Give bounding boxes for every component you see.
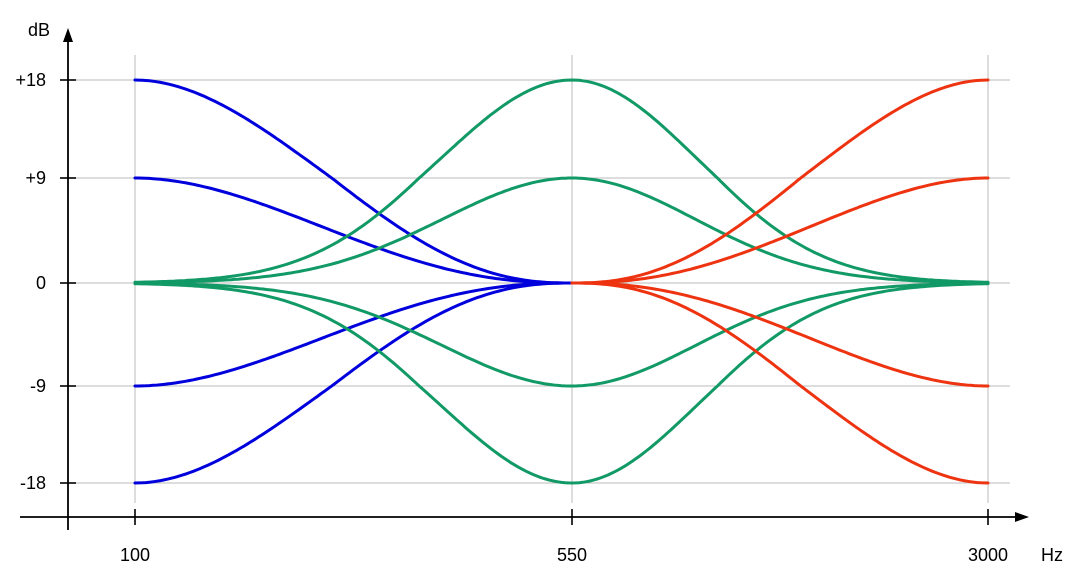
- mid-peak-curve: [133, 78, 990, 284]
- low-shelf-curve: [133, 176, 574, 285]
- x-tick-label: 550: [557, 545, 587, 565]
- x-axis-arrow: [1015, 512, 1029, 522]
- high-shelf-curve: [570, 176, 990, 285]
- y-axis-arrow: [63, 28, 73, 42]
- x-tick-label: 100: [120, 545, 150, 565]
- y-axis-unit-label: dB: [28, 20, 50, 40]
- x-axis-unit-label: Hz: [1041, 545, 1063, 565]
- y-tick-label: +9: [25, 168, 46, 188]
- y-tick-label: -18: [20, 473, 46, 493]
- mid-peak-curve: [133, 176, 990, 285]
- low-shelf-curve: [133, 78, 574, 285]
- high-shelf-curve: [570, 78, 990, 285]
- y-tick-label: +18: [15, 70, 46, 90]
- mid-peak-curve: [133, 282, 990, 485]
- axis-labels: dB Hz +18 +9 0 -9 -18 100 550 3000: [15, 20, 1063, 565]
- high-shelf-curve: [570, 281, 990, 485]
- y-tick-label: 0: [36, 273, 46, 293]
- x-tick-label: 3000: [968, 545, 1008, 565]
- low-shelf-curve: [133, 281, 574, 388]
- high-shelf-curve: [570, 281, 990, 388]
- mid-peak-curve: [133, 281, 990, 388]
- y-tick-label: -9: [30, 376, 46, 396]
- low-shelf-curve: [133, 281, 574, 485]
- response-curves: [133, 78, 990, 485]
- axes: [20, 28, 1029, 530]
